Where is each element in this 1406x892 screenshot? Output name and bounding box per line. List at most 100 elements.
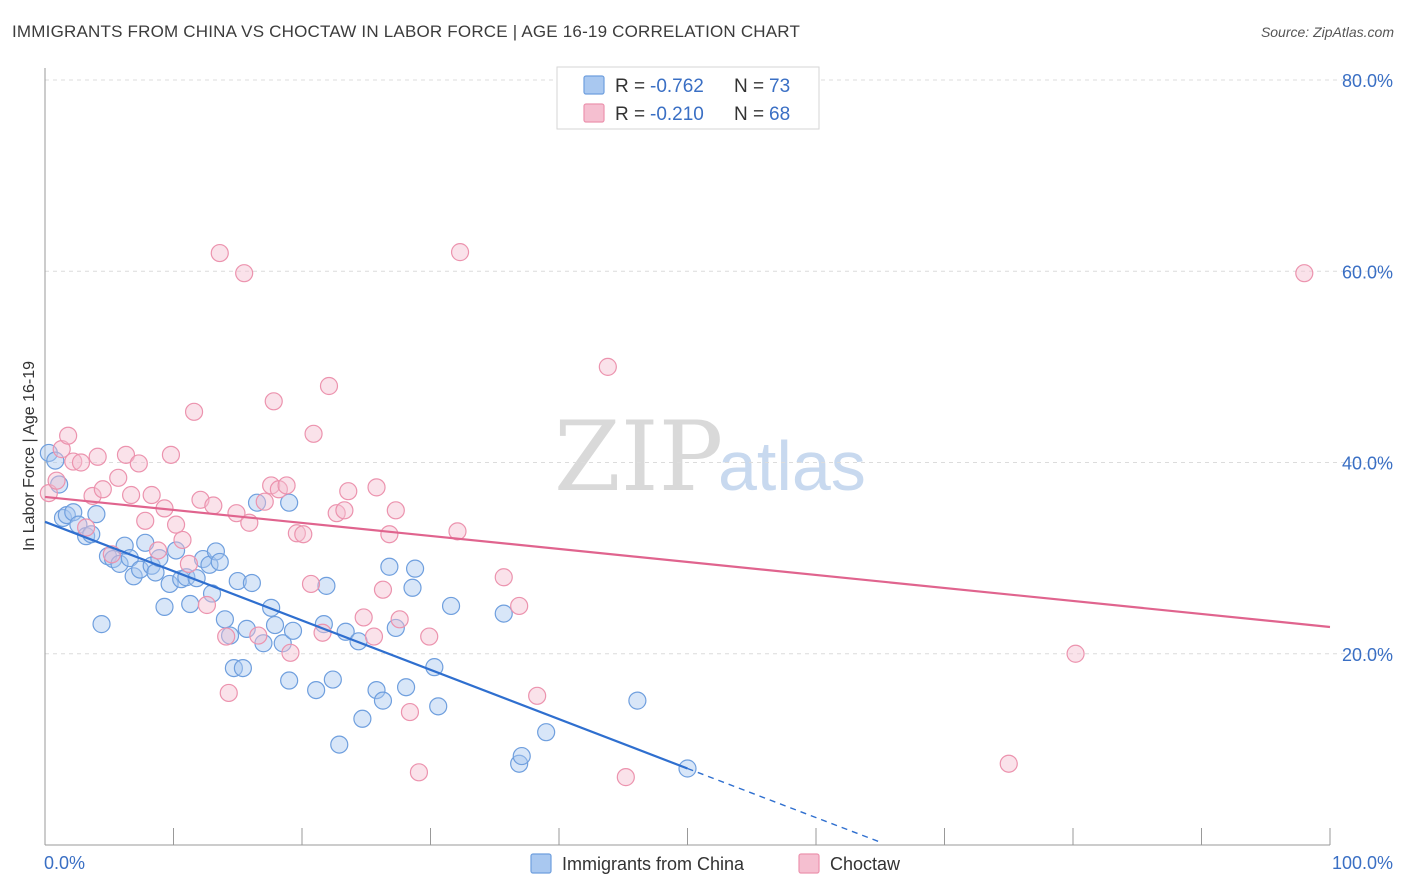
point-choctaw — [409, 763, 429, 782]
point-choctaw — [71, 453, 91, 472]
point-china — [405, 559, 425, 578]
bottom-legend-label-choctaw: Choctaw — [830, 854, 901, 874]
point-choctaw — [264, 392, 283, 411]
y-axis-label: In Labor Force | Age 16-19 — [21, 361, 38, 551]
point-choctaw — [364, 627, 384, 646]
point-choctaw — [304, 424, 323, 443]
point-china — [181, 594, 200, 614]
point-choctaw — [116, 445, 136, 464]
point-choctaw — [301, 574, 321, 594]
point-choctaw — [136, 511, 155, 530]
point-choctaw — [390, 610, 409, 629]
point-china — [228, 571, 247, 591]
tick-labels: 20.0% 40.0% 60.0% 80.0% 0.0% 100.0% — [44, 71, 1393, 873]
point-choctaw — [339, 482, 358, 501]
point-choctaw — [287, 524, 306, 543]
point-china — [494, 604, 513, 623]
axes — [44, 68, 1331, 846]
watermark-atlas: atlas — [718, 427, 866, 505]
point-china — [537, 723, 556, 742]
point-choctaw — [450, 243, 470, 262]
point-choctaw — [277, 476, 296, 495]
point-choctaw — [528, 686, 547, 705]
chart-title: IMMIGRANTS FROM CHINA VS CHOCTAW IN LABO… — [12, 22, 801, 41]
point-choctaw — [109, 468, 128, 487]
point-china — [628, 691, 647, 710]
point-china — [124, 567, 143, 586]
point-choctaw — [235, 264, 254, 283]
point-china — [386, 618, 405, 638]
point-china — [283, 621, 303, 640]
point-choctaw — [166, 515, 186, 534]
data-points — [39, 243, 1314, 787]
point-choctaw — [420, 627, 439, 646]
point-choctaw — [1066, 644, 1085, 663]
point-china — [429, 697, 448, 716]
point-china — [441, 596, 461, 616]
point-choctaw — [210, 243, 229, 263]
point-china — [215, 610, 234, 629]
point-choctaw — [47, 471, 66, 490]
point-china — [280, 671, 299, 690]
point-china — [265, 615, 285, 635]
watermark-zip: ZIP — [554, 401, 723, 513]
point-china — [273, 634, 292, 653]
point-choctaw — [179, 554, 199, 573]
point-choctaw — [217, 627, 236, 646]
trendline-china-extension — [687, 767, 881, 843]
legend-r-value-china: -0.762 — [650, 76, 704, 97]
grid-lines — [45, 79, 1392, 655]
point-china — [396, 678, 416, 697]
legend-swatch-choctaw — [583, 103, 605, 123]
legend-n-value-choctaw: 68 — [769, 104, 790, 125]
watermark: ZIP atlas — [554, 401, 866, 513]
point-china — [92, 615, 111, 634]
point-choctaw — [380, 525, 399, 544]
point-china — [237, 619, 256, 638]
point-china — [210, 552, 229, 572]
point-china — [317, 576, 336, 595]
y-tick-label: 20.0% — [1342, 645, 1393, 665]
point-china — [380, 557, 399, 576]
point-choctaw — [255, 492, 274, 511]
point-choctaw — [197, 595, 217, 615]
trend-lines — [44, 495, 1331, 843]
point-china — [247, 493, 267, 512]
point-china — [87, 505, 106, 524]
x-tick-label: 100.0% — [1332, 853, 1393, 873]
x-tick-label: 0.0% — [44, 853, 85, 873]
bottom-legend-swatch-choctaw — [798, 853, 820, 874]
trendline-choctaw — [44, 495, 1331, 629]
point-choctaw — [121, 485, 141, 505]
point-choctaw — [161, 445, 181, 464]
point-china — [46, 451, 65, 470]
y-tick-label: 40.0% — [1342, 454, 1393, 474]
point-china — [206, 542, 226, 561]
point-choctaw — [1295, 264, 1314, 283]
legend-r-value-choctaw: -0.210 — [650, 104, 704, 125]
point-choctaw — [184, 402, 204, 421]
point-choctaw — [142, 485, 161, 505]
point-choctaw — [373, 580, 393, 599]
point-choctaw — [510, 596, 529, 616]
point-choctaw — [64, 452, 83, 471]
bottom-legend-swatch-china — [530, 853, 552, 874]
point-china — [307, 680, 326, 700]
point-china — [130, 560, 150, 579]
legend-swatch-china — [583, 75, 605, 95]
point-choctaw — [77, 518, 96, 537]
point-choctaw — [249, 626, 268, 645]
point-china — [166, 541, 186, 560]
point-china — [323, 670, 342, 689]
point-choctaw — [204, 496, 223, 515]
legend-n-label-choctaw: N = — [734, 104, 764, 125]
point-china — [110, 554, 129, 573]
legend-box: R = -0.762 N = 73 R = -0.210 N = 68 — [556, 66, 820, 130]
point-choctaw — [598, 357, 617, 376]
point-choctaw — [173, 530, 192, 550]
point-choctaw — [448, 522, 467, 541]
point-choctaw — [616, 768, 635, 787]
point-china — [330, 735, 349, 754]
point-china — [160, 574, 179, 594]
